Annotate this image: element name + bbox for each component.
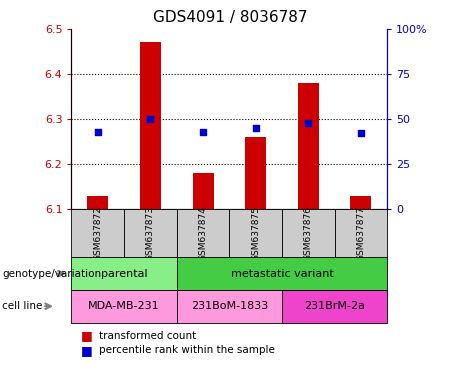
Point <box>305 119 312 126</box>
Text: GSM637877: GSM637877 <box>356 206 366 261</box>
Point <box>199 129 207 135</box>
Text: GSM637875: GSM637875 <box>251 206 260 261</box>
Bar <box>245 137 266 209</box>
Text: percentile rank within the sample: percentile rank within the sample <box>99 345 275 355</box>
Bar <box>282 290 387 323</box>
Bar <box>124 209 177 257</box>
Text: MDA-MB-231: MDA-MB-231 <box>88 301 160 311</box>
Text: GSM637876: GSM637876 <box>304 206 313 261</box>
Text: 231BrM-2a: 231BrM-2a <box>304 301 365 311</box>
Point <box>357 131 365 137</box>
Bar <box>193 173 213 209</box>
Bar <box>282 209 335 257</box>
Bar <box>71 257 177 290</box>
Text: ■: ■ <box>81 344 92 357</box>
Text: GDS4091 / 8036787: GDS4091 / 8036787 <box>153 10 308 25</box>
Point <box>94 129 101 135</box>
Bar <box>71 209 124 257</box>
Bar <box>71 290 177 323</box>
Text: 231BoM-1833: 231BoM-1833 <box>191 301 268 311</box>
Point <box>252 125 260 131</box>
Text: transformed count: transformed count <box>99 331 196 341</box>
Text: ■: ■ <box>81 329 92 343</box>
Bar <box>87 196 108 209</box>
Text: cell line: cell line <box>2 301 43 311</box>
Text: GSM637874: GSM637874 <box>199 206 207 261</box>
Bar <box>350 196 372 209</box>
Bar <box>177 290 282 323</box>
Text: genotype/variation: genotype/variation <box>2 268 101 279</box>
Bar <box>298 83 319 209</box>
Text: GSM637873: GSM637873 <box>146 206 155 261</box>
Bar <box>177 257 387 290</box>
Bar <box>177 209 229 257</box>
Text: metastatic variant: metastatic variant <box>230 268 333 279</box>
Text: parental: parental <box>101 268 148 279</box>
Point <box>147 116 154 122</box>
Text: GSM637872: GSM637872 <box>93 206 102 261</box>
Bar <box>229 209 282 257</box>
Bar <box>335 209 387 257</box>
Bar <box>140 42 161 209</box>
